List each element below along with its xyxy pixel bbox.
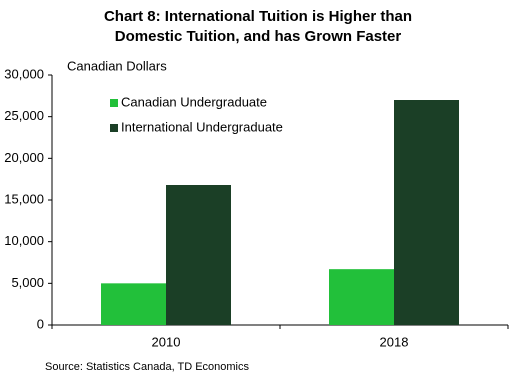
bar	[394, 100, 459, 325]
bar	[101, 283, 166, 325]
x-tick-label: 2018	[380, 334, 409, 349]
y-axis-label: Canadian Dollars	[67, 58, 167, 73]
legend-label: Canadian Undergraduate	[121, 94, 267, 109]
y-tick-label: 10,000	[4, 233, 44, 248]
legend-swatch	[110, 99, 118, 107]
bar	[166, 185, 231, 325]
legend-label: International Undergraduate	[121, 119, 283, 134]
x-tick-label: 2010	[152, 334, 181, 349]
y-tick-label: 30,000	[4, 66, 44, 81]
y-tick-label: 0	[37, 316, 44, 331]
y-tick-label: 15,000	[4, 191, 44, 206]
chart-title: Domestic Tuition, and has Grown Faster	[115, 28, 402, 45]
bar	[329, 269, 394, 325]
y-tick-label: 20,000	[4, 150, 44, 165]
y-tick-label: 5,000	[11, 275, 44, 290]
source-note: Source: Statistics Canada, TD Economics	[45, 361, 249, 373]
y-tick-label: 25,000	[4, 108, 44, 123]
legend-swatch	[110, 124, 118, 132]
chart-title: Chart 8: International Tuition is Higher…	[104, 8, 412, 25]
